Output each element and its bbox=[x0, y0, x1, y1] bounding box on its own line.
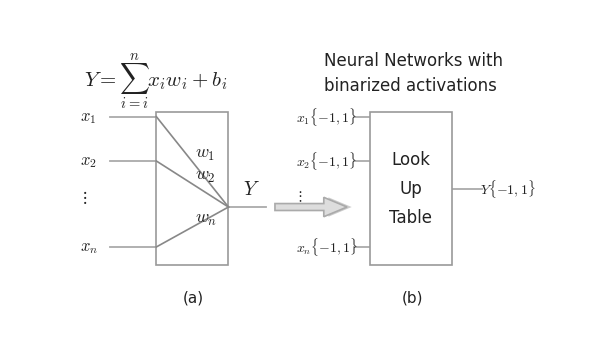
Bar bbox=[370, 112, 452, 265]
Text: $x_1\{-1,1\}$: $x_1\{-1,1\}$ bbox=[296, 105, 357, 128]
Text: (b): (b) bbox=[401, 291, 423, 306]
Text: $x_n\{-1,1\}$: $x_n\{-1,1\}$ bbox=[296, 236, 358, 258]
Text: $\mathit{Y}\{-1,1\}$: $\mathit{Y}\{-1,1\}$ bbox=[479, 178, 535, 200]
Polygon shape bbox=[328, 197, 352, 217]
Text: $\mathit{Y} = \sum_{i=i}^{n} \mathit{x}_i \mathbf{\mathit{w}}_i + \mathbf{\mathi: $\mathit{Y} = \sum_{i=i}^{n} \mathit{x}_… bbox=[84, 51, 228, 112]
Text: $\vdots$: $\vdots$ bbox=[296, 190, 302, 204]
Text: $x_2$: $x_2$ bbox=[80, 152, 97, 170]
Text: $\mathit{w}_2$: $\mathit{w}_2$ bbox=[195, 167, 215, 185]
Text: (a): (a) bbox=[183, 291, 204, 306]
Text: Look
Up
Table: Look Up Table bbox=[389, 150, 433, 227]
Bar bbox=[275, 203, 328, 211]
Text: $x_1$: $x_1$ bbox=[80, 108, 96, 126]
Text: $\vdots$: $\vdots$ bbox=[80, 188, 87, 206]
Text: $\mathit{w}_n$: $\mathit{w}_n$ bbox=[195, 210, 217, 228]
Bar bbox=[157, 112, 229, 265]
Text: Neural Networks with
binarized activations: Neural Networks with binarized activatio… bbox=[324, 51, 503, 95]
Text: $\mathit{Y}$: $\mathit{Y}$ bbox=[244, 180, 260, 199]
FancyArrow shape bbox=[275, 197, 347, 217]
Text: $x_2\{-1,1\}$: $x_2\{-1,1\}$ bbox=[296, 150, 357, 172]
Text: $\mathit{w}_1$: $\mathit{w}_1$ bbox=[195, 144, 215, 162]
Text: $x_n$: $x_n$ bbox=[80, 238, 98, 256]
